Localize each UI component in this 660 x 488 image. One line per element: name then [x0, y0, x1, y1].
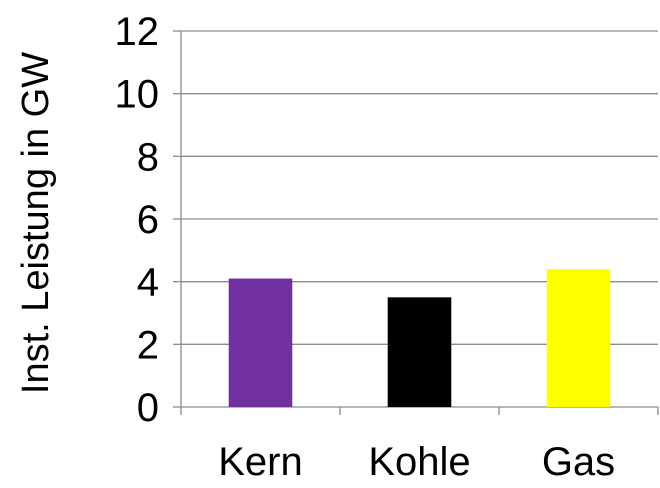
y-tick-labels: 0 2 4 6 8 10 12: [115, 10, 160, 430]
x-tick-label: Gas: [542, 440, 615, 483]
y-tick-label: 4: [137, 261, 159, 305]
y-tick-label: 12: [115, 10, 160, 54]
y-tick-label: 6: [137, 198, 159, 242]
y-tick-label: 10: [115, 73, 160, 117]
bar-kohle: [387, 297, 452, 407]
bar-gas: [546, 269, 611, 407]
x-tick-labels: Kern Kohle Gas: [218, 440, 615, 484]
y-axis-title: Inst. Leistung in GW: [15, 52, 57, 394]
bar-kern: [228, 278, 293, 407]
y-tick-label: 0: [137, 386, 159, 430]
y-tick-label: 8: [137, 135, 159, 179]
x-tick-label: Kern: [218, 440, 303, 483]
bars: [228, 269, 611, 407]
x-tick-label: Kohle: [368, 440, 470, 483]
y-tick-label: 2: [137, 323, 159, 367]
